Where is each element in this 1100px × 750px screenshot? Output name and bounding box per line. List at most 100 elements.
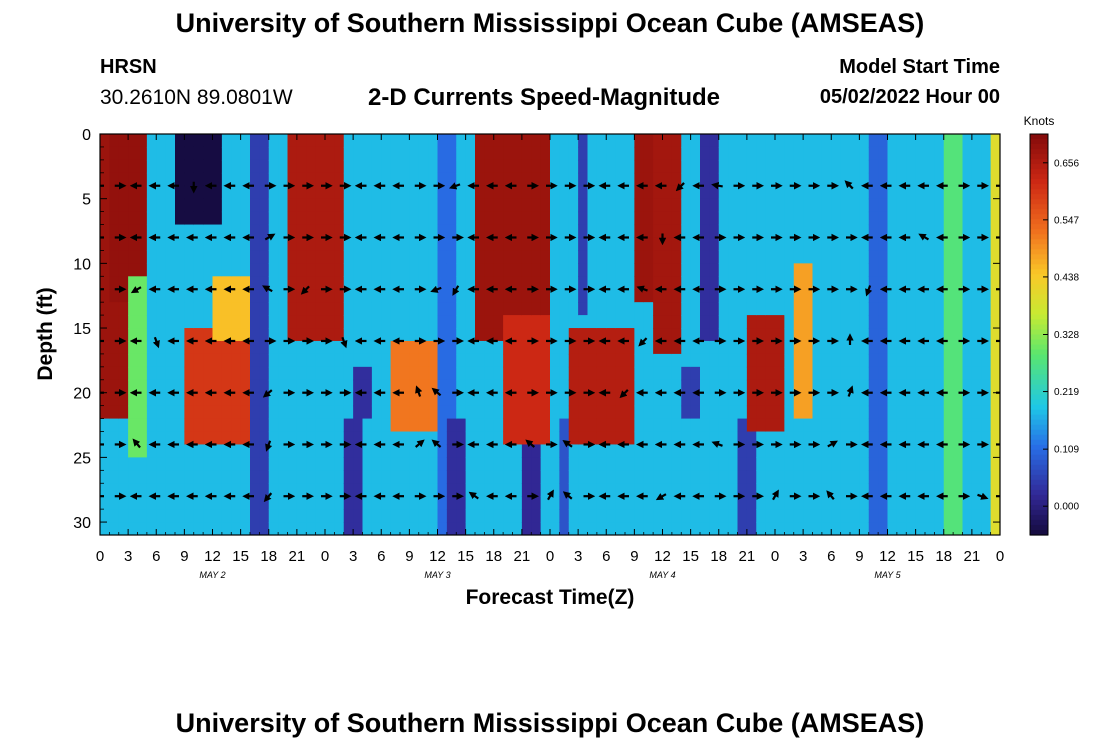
heatmap-cell [896,353,907,368]
heatmap-cell [184,418,195,433]
heatmap-cell [550,457,560,471]
heatmap-cell [240,159,251,174]
heatmap-cell [737,185,748,200]
heatmap-cell [925,263,935,277]
heatmap-cell [831,185,842,200]
heatmap-cell [521,509,532,523]
heatmap-cell [540,237,551,252]
heatmap-cell [118,509,129,523]
heatmap-cell [765,353,776,368]
heatmap-cell [962,353,973,368]
heatmap-cell [400,431,410,446]
heatmap-cell [315,366,326,381]
heatmap-cell [821,418,832,433]
heatmap-cell [681,276,692,290]
heatmap-cell [362,224,373,239]
heatmap-cell [943,431,954,446]
heatmap-cell [156,405,167,420]
heatmap-cell [156,457,167,471]
heatmap-cell [156,522,167,535]
heatmap-cell [250,302,260,316]
heatmap-cell [296,263,307,277]
heatmap-cell [906,146,917,161]
day-label: MAY 4 [649,570,675,580]
x-tick-label: 15 [457,548,474,565]
heatmap-cell [643,328,654,342]
heatmap-cell [193,263,204,277]
heatmap-cell [643,289,654,303]
heatmap-cell [409,457,420,471]
heatmap-cell [681,418,692,433]
heatmap-cell [718,185,729,200]
heatmap-cell [221,353,232,368]
heatmap-cell [756,224,767,239]
colorbar-swatch [1030,399,1048,406]
heatmap-cell [240,224,251,239]
heatmap-cell [521,159,532,174]
heatmap-cell [953,353,964,368]
heatmap-cell [934,263,945,277]
heatmap-cell [165,379,176,394]
heatmap-cell [587,237,598,252]
heatmap-cell [456,418,467,433]
heatmap-cell [709,522,720,535]
heatmap-cell [128,134,139,148]
heatmap-cell [184,211,195,226]
heatmap-cell [690,457,701,471]
heatmap-cell [221,392,232,407]
heatmap-cell [962,496,973,510]
heatmap-cell [568,353,579,368]
heatmap-cell [925,379,935,394]
heatmap-cell [475,483,485,497]
heatmap-cell [587,134,598,148]
heatmap-cell [934,211,945,226]
heatmap-cell [690,470,701,484]
heatmap-cell [981,418,992,433]
heatmap-cell [971,146,982,161]
heatmap-cell [596,340,607,355]
heatmap-cell [531,172,542,187]
heatmap-cell [409,379,420,394]
heatmap-cell [728,250,739,264]
heatmap-cell [278,172,289,187]
x-tick-label: 12 [654,548,671,565]
heatmap-cell [803,366,814,381]
heatmap-cell [953,418,964,433]
heatmap-cell [803,302,814,316]
colorbar-swatch [1030,439,1048,446]
heatmap-cell [925,470,935,484]
heatmap-cell [925,522,935,535]
heatmap-cell [925,250,935,264]
heatmap-cell [240,250,251,264]
heatmap-cell [390,289,401,303]
heatmap-cell [165,250,176,264]
heatmap-cell [915,353,926,368]
heatmap-cell [240,366,251,381]
heatmap-cell [634,172,645,187]
heatmap-cell [306,405,317,420]
heatmap-cell [400,392,410,407]
heatmap-cell [306,159,317,174]
x-tick-label: 18 [260,548,277,565]
heatmap-cell [634,198,645,213]
heatmap-cell [587,418,598,433]
heatmap-cell [287,444,298,458]
heatmap-cell [118,134,129,148]
heatmap-cell [718,457,729,471]
heatmap-cell [315,146,326,161]
heatmap-cell [643,198,654,213]
heatmap-cell [521,237,532,252]
heatmap-cell [578,496,589,510]
heatmap-cell [512,470,523,484]
heatmap-cell [465,366,476,381]
heatmap-cell [887,379,898,394]
heatmap-cell [700,483,710,497]
heatmap-cell [587,483,598,497]
heatmap-cell [887,315,898,329]
x-tick-label: 18 [935,548,952,565]
heatmap-cell [137,405,148,420]
heatmap-cell [259,418,270,433]
heatmap-cell [550,146,560,161]
heatmap-cell [146,483,157,497]
heatmap-cell [625,276,635,290]
